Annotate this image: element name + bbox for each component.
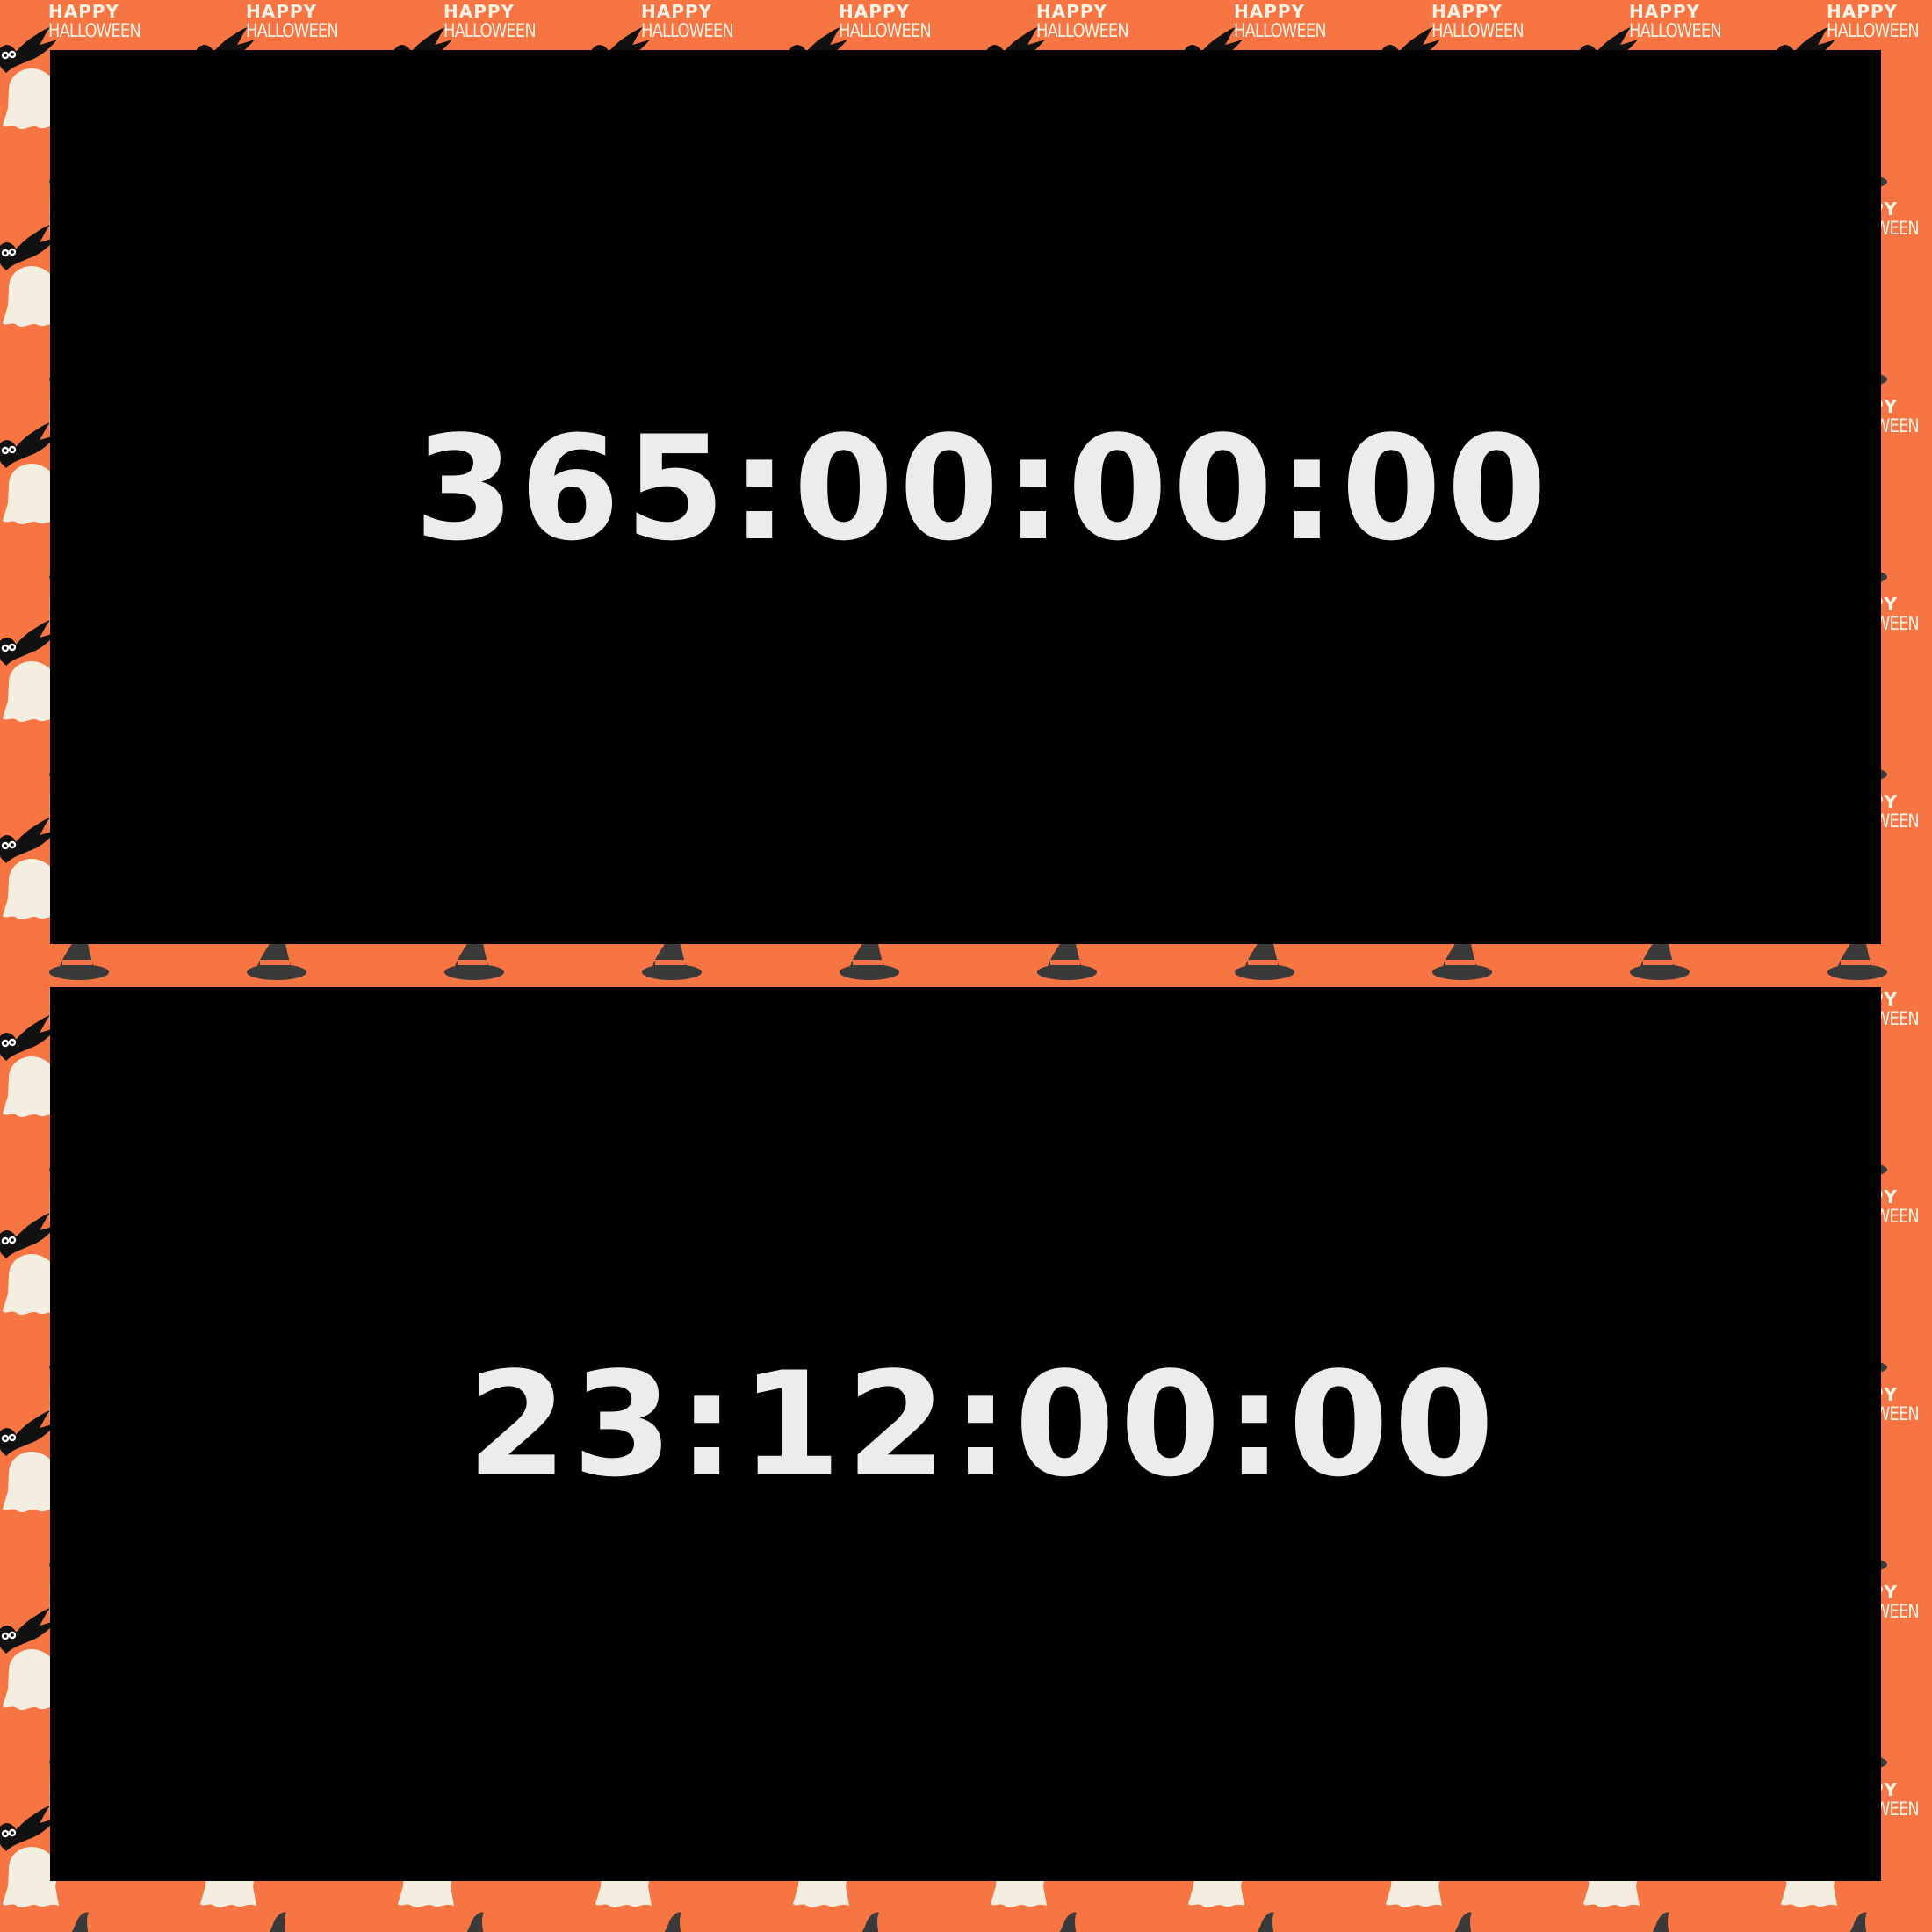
- bat-icon: [0, 620, 57, 666]
- ghost-icon: [3, 68, 59, 129]
- ghost-icon: [3, 661, 59, 722]
- witch-hat-icon: [466, 1912, 484, 1932]
- ghost-icon: [3, 1847, 59, 1907]
- bat-icon: [0, 1806, 57, 1851]
- pattern-icons: [1901, 1774, 1932, 1932]
- bat-icon: [0, 1608, 57, 1654]
- countdown-timer-bottom: 23:12:00:00: [466, 1340, 1500, 1509]
- countdown-panel-top: 365:00:00:00: [50, 50, 1881, 944]
- ghost-icon: [3, 464, 59, 524]
- pattern-icons: [1901, 1379, 1932, 1576]
- witch-hat-icon: [861, 1912, 879, 1932]
- pattern-icons: [1901, 984, 1932, 1181]
- happy-text: HAPPY: [1629, 1, 1701, 22]
- halloween-text: HALLOWEEN: [641, 20, 734, 41]
- ghost-icon: [3, 859, 59, 919]
- halloween-text: HALLOWEEN: [48, 20, 141, 41]
- pattern-icons: [0, 1806, 89, 1932]
- bat-icon: [0, 1015, 57, 1061]
- witch-hat-icon: [664, 1912, 681, 1932]
- pattern-icons: [1901, 1576, 1932, 1774]
- bat-icon: [0, 1410, 57, 1456]
- witch-hat-icon: [1630, 924, 1690, 980]
- ghost-icon: [3, 1056, 59, 1117]
- pattern-icons: [1901, 588, 1932, 786]
- witch-hat-icon: [1849, 1912, 1867, 1932]
- halloween-text: HALLOWEEN: [839, 20, 932, 41]
- halloween-text: HALLOWEEN: [1036, 20, 1129, 41]
- happy-text: HAPPY: [246, 1, 318, 22]
- ghost-icon: [3, 1452, 59, 1512]
- countdown-timer-top: 365:00:00:00: [414, 404, 1553, 573]
- happy-text: HAPPY: [839, 1, 911, 22]
- halloween-text: HALLOWEEN: [246, 20, 339, 41]
- halloween-text: HALLOWEEN: [1629, 20, 1722, 41]
- happy-text: HAPPY: [1234, 1, 1306, 22]
- happy-text: HAPPY: [443, 1, 515, 22]
- pattern-icons: [1901, 0, 1932, 193]
- witch-hat-icon: [1235, 924, 1294, 980]
- witch-hat-icon: [1257, 1912, 1274, 1932]
- happy-text: HAPPY: [1827, 1, 1899, 22]
- halloween-text: HALLOWEEN: [1827, 20, 1920, 41]
- witch-hat-icon: [1454, 1912, 1472, 1932]
- pattern-icons: [1901, 1181, 1932, 1379]
- countdown-panel-bottom: 23:12:00:00: [50, 987, 1881, 1881]
- bat-icon: [0, 1213, 57, 1258]
- ghost-icon: [3, 266, 59, 327]
- pattern-icons: [1901, 193, 1932, 391]
- ghost-icon: [3, 1649, 59, 1710]
- halloween-text: HALLOWEEN: [443, 20, 537, 41]
- halloween-text: HALLOWEEN: [1234, 20, 1327, 41]
- pattern-icons: [1901, 786, 1932, 984]
- bat-icon: [0, 818, 57, 863]
- witch-hat-icon: [1059, 1912, 1077, 1932]
- witch-hat-icon: [71, 1912, 89, 1932]
- bat-icon: [0, 422, 57, 468]
- ghost-icon: [3, 1254, 59, 1315]
- happy-text: HAPPY: [1036, 1, 1108, 22]
- happy-text: HAPPY: [1431, 1, 1503, 22]
- halloween-text: HALLOWEEN: [1431, 20, 1525, 41]
- pattern-icons: [1901, 391, 1932, 588]
- bat-icon: [0, 27, 57, 73]
- witch-hat-icon: [269, 1912, 286, 1932]
- bat-icon: [0, 225, 57, 270]
- witch-hat-icon: [1652, 1912, 1669, 1932]
- happy-text: HAPPY: [48, 1, 120, 22]
- happy-text: HAPPY: [641, 1, 713, 22]
